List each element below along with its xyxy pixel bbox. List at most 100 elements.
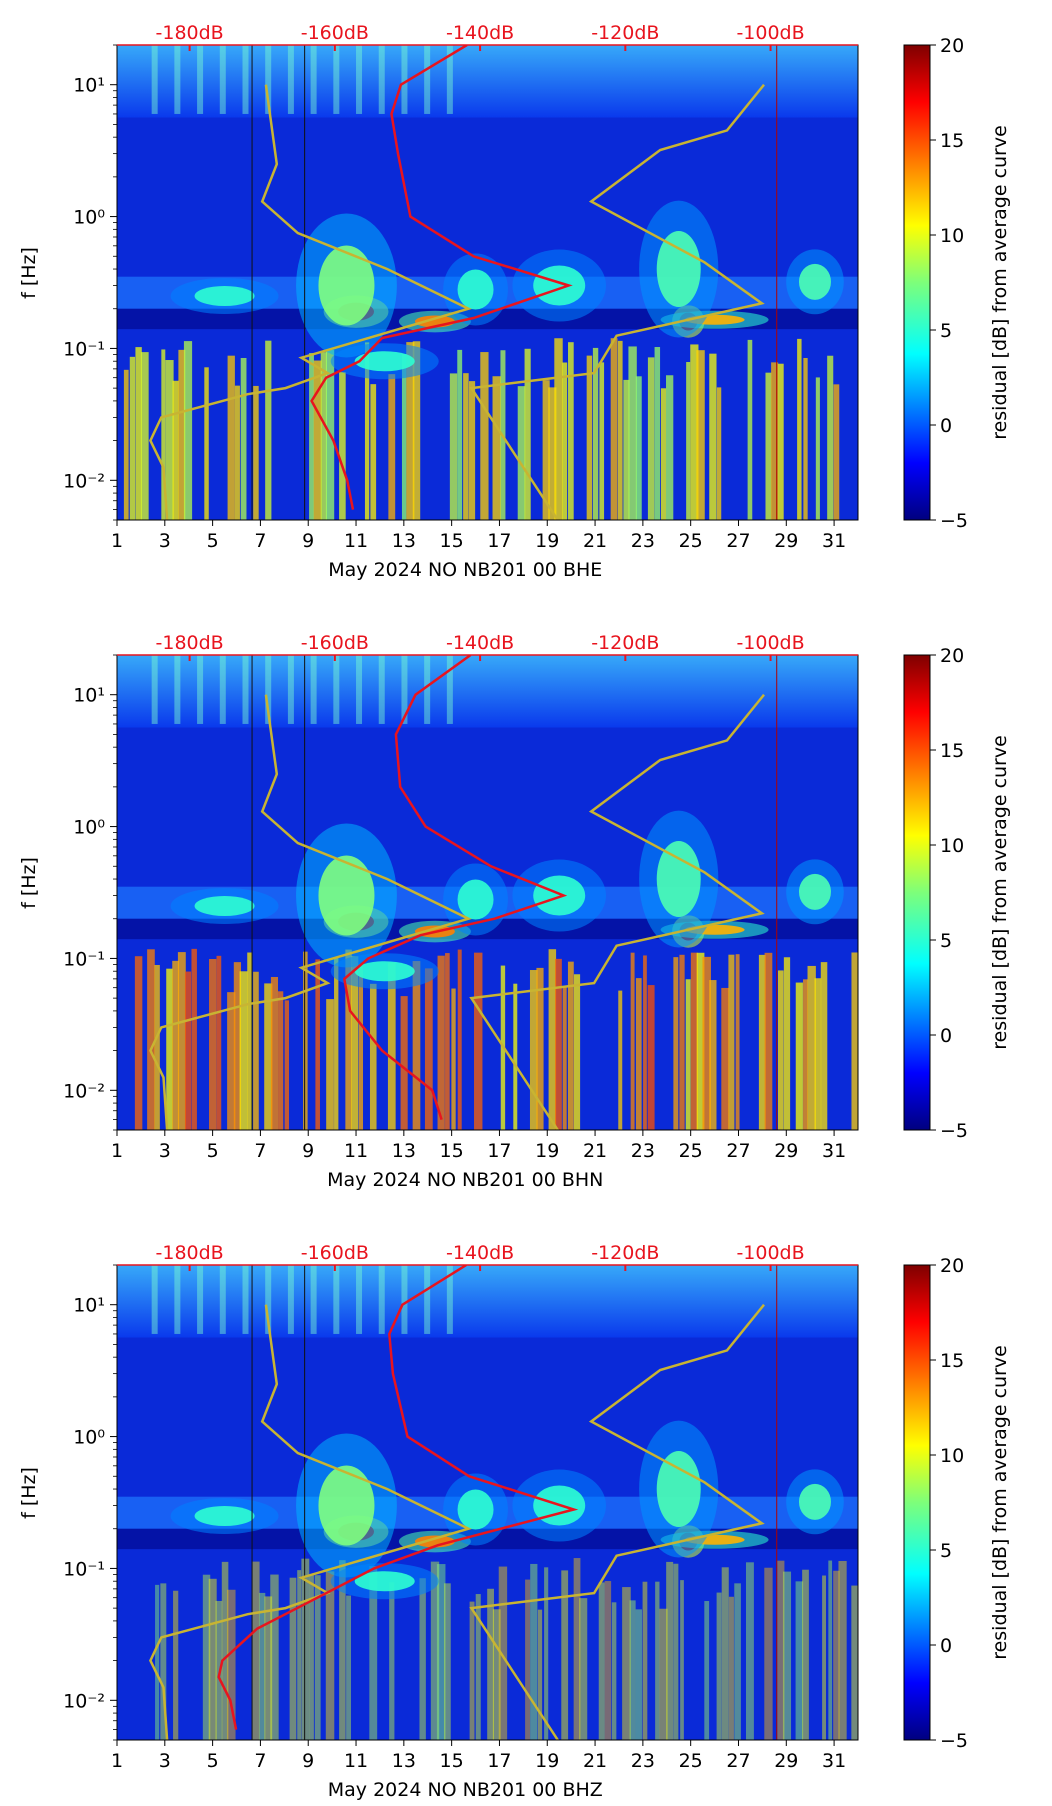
x-tick-label: 23 bbox=[631, 1140, 655, 1162]
transient-stripe bbox=[709, 980, 717, 1130]
transient-stripe bbox=[247, 952, 253, 1130]
transient-stripe bbox=[240, 357, 247, 520]
x-tick-label: 7 bbox=[254, 530, 266, 552]
x-tick-label: 19 bbox=[535, 1140, 559, 1162]
transient-stripe bbox=[822, 1575, 826, 1740]
x-tick-label: 11 bbox=[344, 1750, 368, 1772]
colorbar-tick-label: 15 bbox=[940, 130, 964, 152]
transient-stripe bbox=[234, 385, 240, 520]
transient-stripe bbox=[160, 1583, 167, 1740]
x-axis-label: May 2024 NO NB201 00 BHN bbox=[327, 1169, 603, 1191]
storm-core bbox=[656, 1451, 701, 1528]
transient-stripe bbox=[140, 352, 149, 520]
daily-stripe bbox=[310, 45, 317, 114]
transient-stripe bbox=[457, 949, 462, 1130]
transient-stripe bbox=[400, 996, 408, 1130]
colorbar-tick-label: 5 bbox=[940, 930, 952, 952]
daily-stripe bbox=[174, 655, 181, 724]
transient-stripe bbox=[803, 357, 808, 520]
transient-stripe bbox=[660, 388, 667, 520]
x-tick-label: 3 bbox=[159, 1750, 171, 1772]
transient-stripe bbox=[253, 971, 259, 1130]
daily-stripe bbox=[197, 45, 204, 114]
transient-stripe bbox=[303, 951, 308, 1130]
daily-stripe bbox=[446, 655, 453, 724]
y-tick-label: 10⁻¹ bbox=[63, 338, 105, 360]
storm-core bbox=[354, 961, 415, 982]
transient-stripe bbox=[827, 355, 834, 520]
transient-stripe bbox=[221, 1561, 229, 1740]
top-db-label: -180dB bbox=[156, 1242, 224, 1264]
daily-stripe bbox=[242, 45, 249, 114]
transient-stripe bbox=[129, 356, 136, 520]
x-tick-label: 5 bbox=[207, 530, 219, 552]
transient-stripe bbox=[778, 970, 784, 1130]
daily-stripe bbox=[151, 1265, 158, 1334]
transient-stripe bbox=[548, 387, 557, 520]
transient-stripe bbox=[443, 1583, 451, 1740]
transient-stripe bbox=[412, 341, 421, 520]
x-tick-label: 27 bbox=[726, 530, 750, 552]
daily-stripe bbox=[174, 45, 181, 114]
daily-stripe bbox=[378, 45, 385, 114]
transient-stripe bbox=[184, 971, 192, 1130]
x-tick-label: 9 bbox=[302, 1140, 314, 1162]
spectrogram bbox=[117, 1265, 858, 1740]
daily-stripe bbox=[446, 45, 453, 114]
transient-stripe bbox=[618, 990, 623, 1130]
transient-stripe bbox=[579, 1598, 588, 1740]
x-tick-label: 29 bbox=[774, 1140, 798, 1162]
transient-stripe bbox=[369, 983, 377, 1130]
x-tick-label: 15 bbox=[440, 1140, 464, 1162]
colorbar-tick-label: 0 bbox=[940, 1025, 952, 1047]
transient-stripe bbox=[679, 954, 685, 1130]
top-db-label: -100dB bbox=[736, 632, 804, 654]
daily-stripe bbox=[378, 1265, 385, 1334]
transient-stripe bbox=[745, 1562, 754, 1740]
transient-stripe bbox=[123, 369, 129, 520]
top-db-label: -120dB bbox=[591, 1242, 659, 1264]
x-tick-label: 15 bbox=[440, 530, 464, 552]
transient-stripe bbox=[424, 968, 433, 1130]
y-tick-label: 10⁻¹ bbox=[63, 948, 105, 970]
high-frequency-band bbox=[117, 45, 858, 118]
transient-stripe bbox=[562, 987, 567, 1130]
transient-stripe bbox=[498, 1566, 508, 1740]
transient-stripe bbox=[351, 956, 359, 1130]
transient-stripe bbox=[628, 346, 637, 520]
transient-stripe bbox=[529, 970, 538, 1130]
transient-stripe bbox=[233, 962, 242, 1130]
transient-stripe bbox=[820, 962, 828, 1130]
x-tick-label: 11 bbox=[344, 530, 368, 552]
daily-stripe bbox=[174, 1265, 181, 1334]
transient-stripe bbox=[191, 948, 197, 1130]
colorbar-gradient bbox=[903, 1264, 931, 1741]
transient-stripe bbox=[709, 353, 717, 520]
daily-stripe bbox=[219, 45, 226, 114]
storm-core bbox=[194, 1505, 255, 1526]
transient-stripe bbox=[227, 355, 235, 520]
colorbar-tick-label: −5 bbox=[940, 510, 968, 532]
transient-stripe bbox=[647, 985, 655, 1130]
transient-stripe bbox=[325, 1571, 335, 1740]
spectrogram bbox=[117, 45, 858, 520]
transient-stripe bbox=[358, 963, 364, 1130]
transient-stripe bbox=[629, 1600, 636, 1740]
transient-stripe bbox=[389, 1582, 395, 1740]
storm-core bbox=[457, 269, 494, 310]
transient-stripe bbox=[851, 952, 858, 1130]
transient-stripe bbox=[270, 1574, 279, 1740]
transient-stripe bbox=[314, 1575, 321, 1740]
transient-stripe bbox=[339, 372, 346, 520]
y-tick-label: 10⁻¹ bbox=[63, 1558, 105, 1580]
high-frequency-band bbox=[117, 655, 858, 728]
colorbar-tick-label: 15 bbox=[940, 1350, 964, 1372]
transient-stripe bbox=[782, 1571, 792, 1740]
transient-stripe bbox=[369, 1566, 378, 1740]
x-tick-label: 3 bbox=[159, 1140, 171, 1162]
transient-stripe bbox=[611, 1602, 617, 1740]
transient-stripe bbox=[573, 1558, 581, 1740]
x-tick-label: 23 bbox=[631, 1750, 655, 1772]
